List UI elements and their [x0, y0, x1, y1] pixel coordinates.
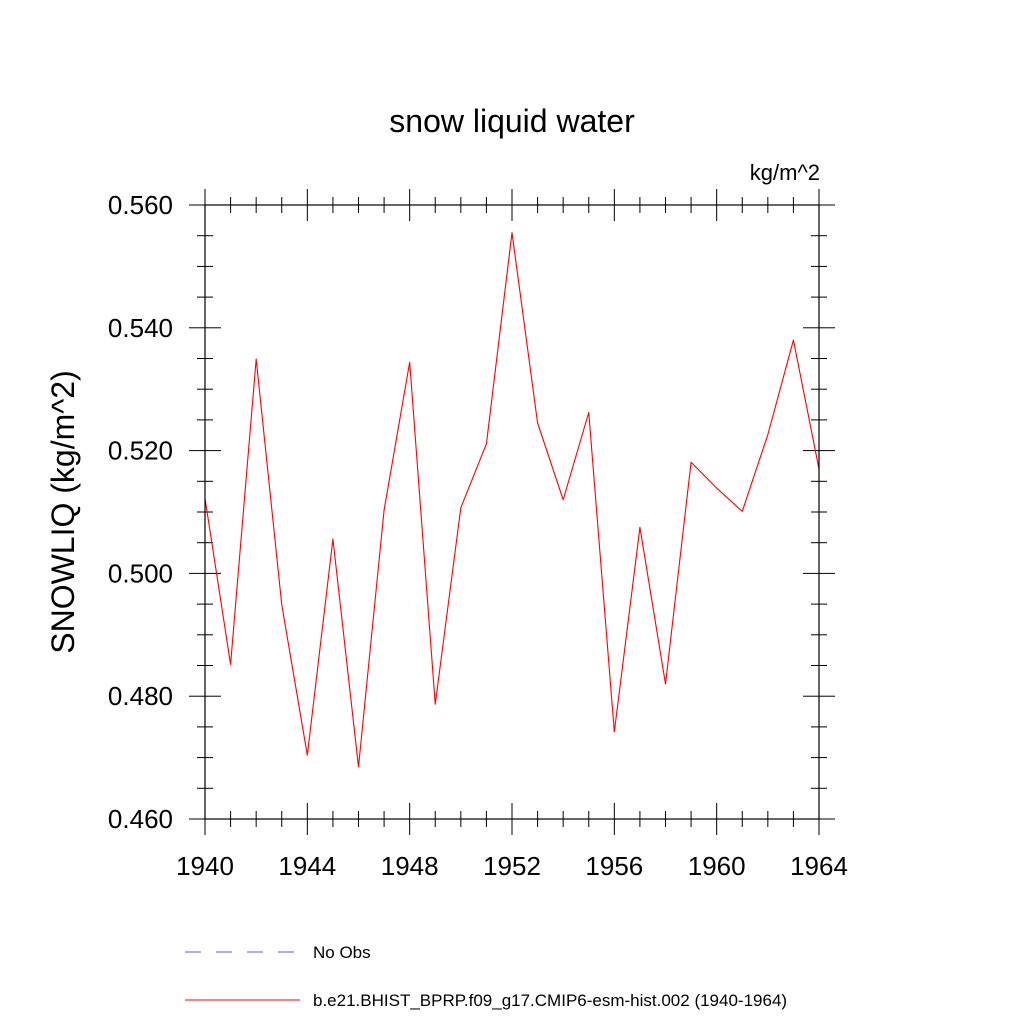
y-tick-label: 0.540: [108, 313, 173, 343]
data-point: [793, 339, 794, 340]
x-tick-label: 1956: [585, 851, 643, 881]
data-point: [665, 683, 666, 684]
units-label: kg/m^2: [750, 160, 820, 185]
data-point: [435, 704, 436, 705]
axis-ticks: 1940 1944 1948 1952 1956 1960 1964 0.460 0.480 0.…: [108, 189, 848, 881]
x-tick-label: 1944: [278, 851, 336, 881]
legend-label: No Obs: [313, 943, 371, 962]
data-point: [588, 412, 589, 413]
data-point: [281, 604, 282, 605]
legend-label: b.e21.BHIST_BPRP.f09_g17.CMIP6-esm-hist.…: [313, 991, 787, 1010]
data-point: [486, 443, 487, 444]
data-point: [307, 755, 308, 756]
data-point: [716, 487, 717, 488]
x-tick-label: 1940: [176, 851, 234, 881]
y-tick-label: 0.500: [108, 558, 173, 588]
data-point: [511, 232, 512, 233]
data-point: [639, 527, 640, 528]
data-point: [537, 422, 538, 423]
x-tick-label: 1948: [381, 851, 439, 881]
y-tick-label: 0.520: [108, 436, 173, 466]
x-tick-label: 1964: [790, 851, 848, 881]
series-group: [204, 232, 820, 768]
legend: No Obs b.e21.BHIST_BPRP.f09_g17.CMIP6-esm…: [185, 943, 787, 1010]
data-point: [742, 511, 743, 512]
y-tick-label: 0.480: [108, 681, 173, 711]
data-point: [409, 362, 410, 363]
data-point: [614, 731, 615, 732]
y-tick-label: 0.460: [108, 804, 173, 834]
data-point: [767, 434, 768, 435]
x-tick-label: 1960: [688, 851, 746, 881]
data-point: [358, 766, 359, 767]
data-point: [332, 538, 333, 539]
y-axis-label: SNOWLIQ (kg/m^2): [45, 370, 81, 653]
chart-title: snow liquid water: [389, 103, 635, 139]
y-tick-label: 0.560: [108, 190, 173, 220]
series-line: [204, 232, 820, 768]
plot-frame: [204, 204, 820, 820]
data-point: [690, 462, 691, 463]
data-point: [230, 664, 231, 665]
data-point: [256, 359, 257, 360]
data-point: [383, 510, 384, 511]
x-tick-label: 1952: [483, 851, 541, 881]
data-point: [563, 499, 564, 500]
data-point: [460, 507, 461, 508]
